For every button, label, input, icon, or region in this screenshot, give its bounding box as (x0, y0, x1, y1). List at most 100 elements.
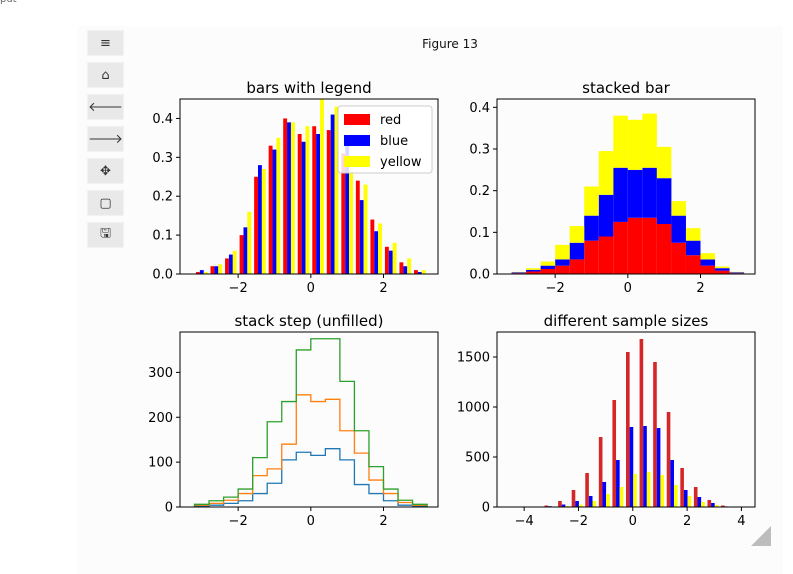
bar-yellow (392, 242, 397, 274)
bar-yellow (700, 253, 716, 260)
bar-blue (629, 427, 634, 507)
forward-arrow-button[interactable]: 🡒 (87, 126, 124, 152)
bar-red (627, 217, 643, 274)
bar-blue (697, 497, 702, 507)
corner-label: put (0, 0, 17, 5)
bar-blue (540, 265, 556, 269)
bar-yellow (701, 502, 705, 507)
bar-red (283, 118, 288, 274)
y-tick-label: 0.1 (152, 229, 173, 244)
bar-red (210, 266, 215, 274)
chart-title: stacked bar (582, 79, 671, 97)
bar-yellow (673, 485, 678, 507)
pan-move-button[interactable]: ✥ (87, 158, 124, 184)
bar-blue (555, 259, 570, 266)
bar-red (569, 259, 585, 274)
bar-yellow (646, 472, 651, 507)
bar-red (685, 255, 701, 274)
x-tick-label: 2 (696, 281, 704, 296)
bar-blue (670, 460, 674, 507)
bar-red (612, 400, 617, 507)
bar-yellow (540, 261, 556, 266)
bar-blue (417, 272, 422, 274)
bar-red (700, 265, 716, 274)
bar-blue (616, 460, 620, 507)
bar-red (585, 473, 589, 507)
bar-blue (602, 482, 607, 507)
bar-yellow (555, 244, 570, 260)
legend-swatch-blue (344, 135, 370, 146)
chart-sizes: different sample sizes −4 −2 0 2 4 0 500 1000 150… (457, 312, 756, 529)
bar-red (384, 246, 389, 274)
y-tick-label: 300 (148, 366, 173, 381)
menu-button[interactable]: ≡ (87, 30, 124, 56)
bar-red (626, 352, 630, 507)
chart-steps: stack step (unfilled) −2 0 2 0 100 200 300 (148, 312, 439, 529)
bar-red (355, 180, 360, 274)
bar-yellow (218, 264, 223, 274)
bar-yellow (578, 504, 583, 507)
bar-red (656, 224, 672, 274)
bar-red (540, 269, 556, 274)
bar-red (341, 153, 346, 274)
bar-blue (214, 266, 219, 274)
legend-label-red: red (380, 113, 401, 128)
bar-yellow (569, 226, 585, 243)
bar-blue (359, 200, 364, 274)
bar-blue (711, 503, 715, 507)
back-arrow-button[interactable]: 🡐 (87, 94, 124, 120)
bar-blue (613, 167, 628, 222)
bar-blue (598, 194, 614, 237)
legend-swatch-red (344, 114, 370, 125)
bar-blue (388, 250, 393, 274)
bar-blue (258, 165, 262, 274)
legend-label-yellow: yellow (380, 155, 422, 170)
bar-blue (700, 259, 716, 266)
axes-frame (179, 98, 439, 275)
x-tick-label: 2 (683, 514, 691, 529)
bar-red (598, 236, 614, 274)
bar-red (613, 221, 628, 274)
y-tick-label: 0.2 (152, 190, 173, 205)
y-tick-label: 0.4 (469, 101, 490, 116)
x-tick-label: 0 (307, 514, 315, 529)
y-tick-label: 200 (148, 411, 173, 426)
bar-blue (656, 178, 672, 224)
bar-blue (561, 504, 566, 507)
y-tick-label: 0.0 (152, 268, 173, 283)
home-button[interactable]: ⌂ (87, 62, 124, 88)
bar-yellow (660, 475, 665, 507)
pan-move-icon: ✥ (100, 163, 111, 179)
bar-blue (569, 242, 585, 260)
home-icon: ⌂ (101, 67, 110, 83)
bar-blue (316, 134, 321, 274)
bar-yellow (378, 223, 383, 274)
bar-yellow (305, 126, 310, 274)
bar-blue (685, 240, 701, 256)
zoom-rect-button[interactable]: ▢ (87, 190, 124, 216)
bar-yellow (656, 146, 672, 179)
bar-red (680, 468, 684, 507)
resize-grip[interactable] (751, 526, 771, 546)
bar-red (571, 490, 576, 507)
x-tick-label: 2 (379, 281, 387, 296)
bar-red (642, 217, 657, 274)
bar-yellow (685, 228, 701, 241)
bar-yellow (247, 211, 252, 274)
y-tick-label: 1500 (457, 351, 490, 366)
bar-blue (671, 215, 686, 243)
menu-icon: ≡ (100, 35, 111, 51)
save-button[interactable]: 🖫 (87, 222, 124, 248)
legend: red blue yellow (337, 105, 433, 174)
bar-red (414, 270, 418, 274)
bar-yellow (232, 250, 237, 274)
x-tick-label: −2 (569, 514, 588, 529)
x-tick-label: 2 (379, 514, 387, 529)
bar-yellow (363, 184, 368, 274)
bar-red (721, 505, 725, 507)
bar-yellow (598, 151, 614, 195)
bar-blue (301, 141, 306, 274)
bar-yellow (627, 119, 643, 170)
y-tick-label: 0.3 (469, 143, 490, 158)
